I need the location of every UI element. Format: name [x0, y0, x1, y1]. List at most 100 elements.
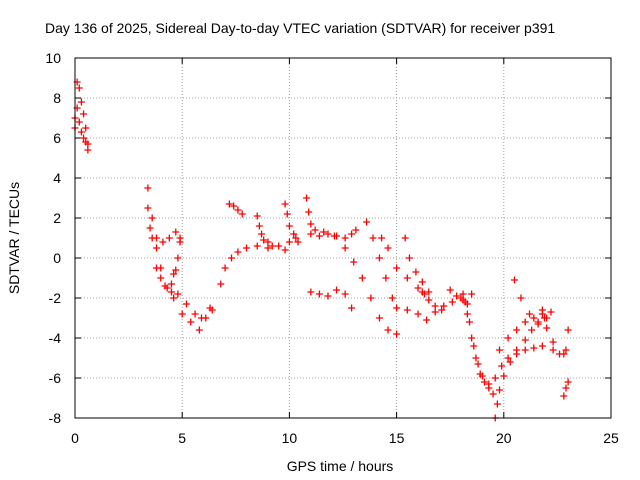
- data-point: [238, 210, 246, 218]
- data-point: [234, 248, 242, 256]
- data-point: [485, 380, 493, 388]
- data-point: [543, 314, 551, 322]
- data-point: [350, 258, 358, 266]
- data-point: [425, 296, 433, 304]
- data-point: [513, 346, 521, 354]
- data-point: [165, 234, 173, 242]
- y-tick-label: 0: [53, 250, 61, 266]
- data-point: [363, 218, 371, 226]
- data-point: [369, 234, 377, 242]
- data-point: [225, 200, 233, 208]
- data-point: [341, 234, 349, 242]
- data-point: [538, 342, 546, 350]
- data-point: [493, 400, 501, 408]
- series-arc-25: [496, 310, 546, 354]
- series-arc-28: [560, 378, 572, 400]
- y-tick-label: 8: [53, 90, 61, 106]
- data-point: [84, 140, 92, 148]
- data-point: [504, 354, 512, 362]
- data-point: [405, 254, 413, 262]
- data-point: [285, 222, 293, 230]
- data-point: [253, 242, 261, 250]
- data-point: [152, 244, 160, 252]
- data-point: [170, 270, 178, 278]
- data-point: [463, 310, 471, 318]
- data-point: [176, 234, 184, 242]
- data-point: [144, 204, 152, 212]
- y-tick-label: 10: [45, 50, 61, 66]
- data-point: [294, 238, 302, 246]
- data-point: [167, 280, 175, 288]
- x-tick-label: 10: [282, 430, 298, 446]
- data-point: [264, 244, 272, 252]
- data-point: [352, 226, 360, 234]
- data-point: [403, 274, 411, 282]
- series-arc-27: [538, 306, 572, 358]
- data-point: [174, 254, 182, 262]
- data-point: [375, 254, 383, 262]
- data-point: [253, 212, 261, 220]
- data-point: [401, 234, 409, 242]
- y-axis-label: SDTVAR / TECUs: [6, 182, 22, 294]
- data-point: [230, 202, 238, 210]
- data-point: [146, 224, 154, 232]
- data-point: [562, 384, 570, 392]
- y-tick-label: -6: [49, 370, 62, 386]
- data-point: [498, 362, 506, 370]
- data-point: [305, 208, 313, 216]
- data-point: [258, 230, 266, 238]
- data-point: [174, 290, 182, 298]
- data-point: [144, 184, 152, 192]
- data-point: [182, 300, 190, 308]
- data-point: [556, 350, 564, 358]
- data-point: [152, 234, 160, 242]
- series-arc-06: [167, 280, 214, 322]
- series-arc-10: [253, 212, 272, 246]
- data-point: [459, 290, 467, 298]
- data-point: [521, 318, 529, 326]
- y-tick-label: 4: [53, 170, 61, 186]
- series-arc-17: [378, 234, 428, 298]
- y-tick-label: -2: [49, 290, 62, 306]
- chart-title: Day 136 of 2025, Sidereal Day-to-day VTE…: [45, 20, 555, 36]
- series-arc-16: [363, 218, 396, 302]
- data-point: [431, 308, 439, 316]
- data-point: [547, 308, 555, 316]
- x-axis-label: GPS time / hours: [287, 458, 394, 474]
- data-point: [281, 200, 289, 208]
- data-point: [474, 360, 482, 368]
- data-point: [234, 206, 242, 214]
- data-point: [412, 268, 420, 276]
- data-point: [228, 254, 236, 262]
- series-arc-12: [303, 194, 319, 234]
- data-point: [491, 374, 499, 382]
- data-point: [388, 294, 396, 302]
- x-tick-label: 25: [603, 430, 619, 446]
- data-point: [195, 326, 203, 334]
- data-point: [268, 242, 276, 250]
- data-point: [431, 302, 439, 310]
- data-point: [367, 294, 375, 302]
- data-point: [170, 294, 178, 302]
- x-tick-label: 15: [389, 430, 405, 446]
- data-point: [84, 146, 92, 154]
- data-point: [161, 282, 169, 290]
- series-arc-03: [144, 184, 216, 334]
- data-point: [311, 226, 319, 234]
- data-point: [465, 318, 473, 326]
- data-point: [303, 194, 311, 202]
- series-arc-11: [281, 200, 298, 238]
- data-point: [75, 84, 83, 92]
- series-arc-20: [418, 288, 446, 314]
- data-point: [178, 310, 186, 318]
- data-point: [80, 134, 88, 142]
- data-point: [448, 298, 456, 306]
- data-point: [82, 124, 90, 132]
- data-point: [526, 310, 534, 318]
- data-point: [425, 288, 433, 296]
- data-point: [348, 304, 356, 312]
- axis-ticks: 0 5 10 15 20 25 -8 -6 -4 -2 0 2 4 6 8 10: [45, 50, 619, 446]
- data-point: [530, 314, 538, 322]
- data-point: [500, 372, 508, 380]
